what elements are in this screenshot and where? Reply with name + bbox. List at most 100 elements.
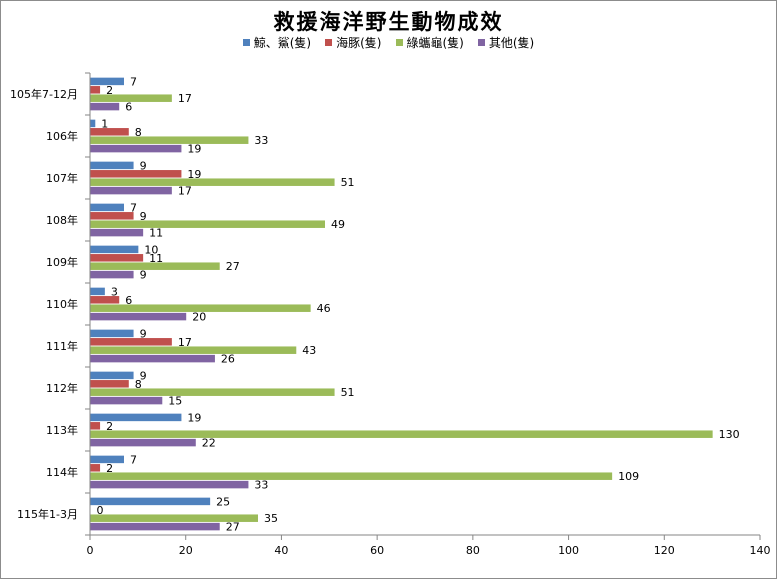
data-label: 19: [187, 143, 201, 156]
data-label: 22: [202, 437, 216, 450]
data-label: 25: [216, 495, 230, 508]
data-label: 43: [302, 344, 316, 357]
bar: [90, 119, 96, 128]
bar: [90, 144, 182, 153]
x-tick-label: 140: [750, 544, 771, 557]
data-label: 7: [130, 201, 137, 214]
legend-label-green-turtle: 綠蠵龜(隻): [406, 36, 464, 50]
bar: [90, 94, 172, 102]
data-label: 2: [106, 420, 113, 433]
data-label: 33: [254, 134, 268, 147]
x-tick-label: 60: [370, 544, 384, 557]
bar: [90, 136, 249, 144]
data-label: 1: [101, 117, 108, 130]
bar: [90, 186, 172, 195]
chart-title: 救援海洋野生動物成效: [273, 9, 504, 34]
bar: [90, 438, 196, 447]
bar: [90, 430, 713, 438]
bar: [90, 220, 325, 228]
data-label: 11: [149, 252, 163, 265]
data-label: 9: [140, 269, 147, 282]
category-label: 106年: [46, 129, 78, 143]
bar: [90, 102, 120, 111]
data-label: 9: [140, 327, 147, 340]
data-label: 7: [130, 75, 137, 88]
legend-swatch-dolphin: [325, 39, 333, 46]
bar: [90, 170, 182, 178]
bar: [90, 296, 120, 304]
legend-item-green-turtle: 綠蠵龜(隻): [395, 34, 464, 51]
bar: [90, 312, 187, 321]
bar: [90, 254, 144, 262]
bar: [90, 228, 144, 237]
data-label: 27: [226, 521, 240, 534]
bar: [90, 212, 134, 220]
bar: [90, 422, 101, 430]
bar: [90, 161, 134, 170]
legend-swatch-green-turtle: [395, 39, 403, 46]
category-label: 109年: [46, 255, 78, 269]
category-label: 113年: [46, 423, 78, 437]
category-label: 114年: [46, 465, 78, 479]
bar: [90, 396, 163, 405]
category-label: 105年7-12月: [10, 87, 78, 101]
legend: 鯨、鯊(隻) 海豚(隻) 綠蠵龜(隻) 其他(隻): [0, 34, 777, 51]
x-tick-label: 100: [558, 544, 579, 557]
bar: [90, 354, 215, 363]
bar: [90, 514, 258, 522]
data-label: 6: [125, 294, 132, 307]
legend-label-dolphin: 海豚(隻): [336, 36, 382, 50]
data-label: 17: [178, 336, 192, 349]
data-label: 51: [341, 386, 355, 399]
data-label: 17: [178, 92, 192, 105]
bar: [90, 245, 139, 254]
data-label: 8: [135, 378, 142, 391]
data-label: 19: [187, 168, 201, 181]
bar: [90, 480, 249, 489]
bar: [90, 522, 220, 531]
legend-label-whale-shark: 鯨、鯊(隻): [253, 36, 312, 50]
x-tick-label: 80: [466, 544, 480, 557]
bar: [90, 203, 124, 212]
bar: [90, 464, 101, 472]
bar: [90, 262, 220, 270]
bar: [90, 287, 105, 296]
category-label: 115年1-3月: [17, 507, 78, 521]
data-label: 0: [97, 504, 104, 517]
data-label: 49: [331, 218, 345, 231]
data-label: 9: [140, 210, 147, 223]
data-label: 9: [140, 369, 147, 382]
bar: [90, 270, 134, 279]
data-label: 19: [187, 411, 201, 424]
legend-item-dolphin: 海豚(隻): [325, 34, 382, 51]
bar: [90, 413, 182, 422]
bar: [90, 497, 211, 506]
data-label: 109: [618, 470, 639, 483]
data-label: 35: [264, 512, 278, 525]
legend-swatch-other: [477, 39, 485, 46]
bar: [90, 472, 613, 480]
bar: [90, 338, 172, 346]
x-tick-label: 40: [274, 544, 288, 557]
x-tick-label: 0: [87, 544, 94, 557]
category-label: 107年: [46, 171, 78, 185]
data-label: 20: [192, 311, 206, 324]
data-label: 26: [221, 353, 235, 366]
data-label: 17: [178, 185, 192, 198]
bar: [90, 86, 101, 94]
bar: [90, 388, 335, 396]
data-label: 15: [168, 395, 182, 408]
legend-item-other: 其他(隻): [477, 34, 534, 51]
bar: [90, 77, 124, 86]
category-label: 110年: [46, 297, 78, 311]
data-label: 9: [140, 159, 147, 172]
data-label: 7: [130, 453, 137, 466]
data-label: 3: [111, 285, 118, 298]
bar: [90, 128, 129, 136]
bar: [90, 371, 134, 380]
data-label: 2: [106, 84, 113, 97]
x-tick-label: 120: [654, 544, 675, 557]
category-label: 108年: [46, 213, 78, 227]
x-tick-label: 20: [179, 544, 193, 557]
